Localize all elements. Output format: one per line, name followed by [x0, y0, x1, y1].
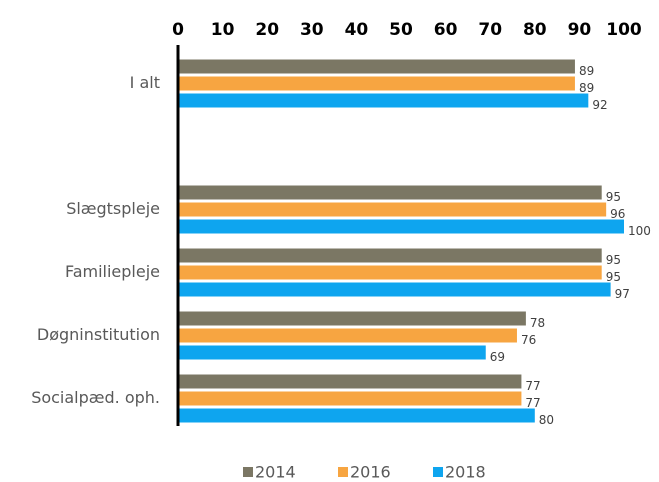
x-tick-label: 20	[255, 20, 279, 40]
value-label: 96	[610, 207, 625, 221]
y-tick-label: Familiepleje	[65, 262, 160, 281]
value-label: 95	[606, 190, 621, 204]
x-tick-label: 80	[523, 20, 547, 40]
y-tick-label: I alt	[130, 73, 160, 92]
value-label: 95	[606, 270, 621, 284]
value-label: 97	[615, 287, 630, 301]
value-label: 78	[530, 316, 545, 330]
value-label: 92	[592, 98, 607, 112]
legend-label: 2018	[445, 463, 486, 482]
bar	[178, 76, 575, 91]
value-label: 80	[539, 413, 554, 427]
y-tick-label: Døgninstitution	[37, 325, 160, 344]
value-label: 76	[521, 333, 536, 347]
legend-swatch	[243, 467, 253, 477]
value-label: 69	[490, 350, 505, 364]
x-tick-label: 100	[606, 20, 642, 40]
legend-swatch	[338, 467, 348, 477]
x-tick-label: 0	[172, 20, 184, 40]
bar	[178, 248, 602, 263]
bar	[178, 93, 589, 108]
bar	[178, 328, 517, 343]
bar	[178, 265, 602, 280]
legend-label: 2014	[255, 463, 296, 482]
bar	[178, 59, 575, 74]
y-tick-label: Slægtspleje	[66, 199, 160, 218]
x-tick-label: 90	[568, 20, 592, 40]
bar	[178, 185, 602, 200]
bar	[178, 282, 611, 297]
bar	[178, 408, 535, 423]
value-label: 77	[525, 379, 540, 393]
value-label: 77	[525, 396, 540, 410]
bar	[178, 391, 522, 406]
legend-swatch	[433, 467, 443, 477]
legend-label: 2016	[350, 463, 391, 482]
bar	[178, 202, 607, 217]
x-tick-label: 30	[300, 20, 324, 40]
y-tick-label: Socialpæd. oph.	[31, 388, 160, 407]
value-label: 95	[606, 253, 621, 267]
bar	[178, 374, 522, 389]
x-tick-label: 70	[478, 20, 502, 40]
value-label: 89	[579, 64, 594, 78]
x-tick-label: 40	[345, 20, 369, 40]
x-tick-label: 10	[211, 20, 235, 40]
bar	[178, 311, 526, 326]
x-tick-label: 60	[434, 20, 458, 40]
bar	[178, 219, 624, 234]
value-label: 100	[628, 224, 651, 238]
bar	[178, 345, 486, 360]
value-label: 89	[579, 81, 594, 95]
x-tick-label: 50	[389, 20, 413, 40]
